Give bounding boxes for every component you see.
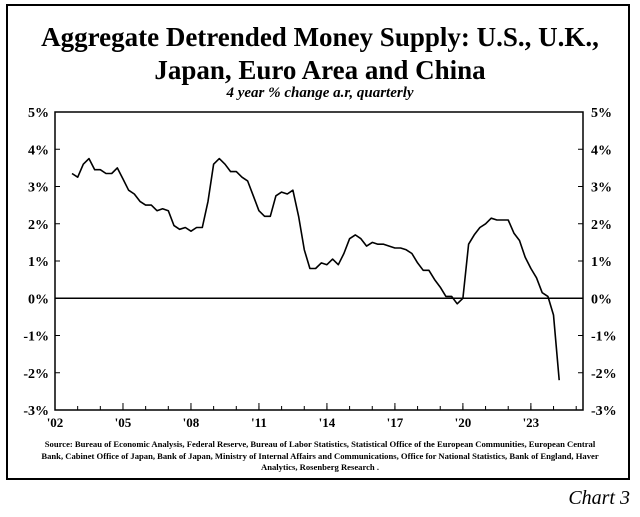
y-tick-label-right: 0% bbox=[591, 292, 612, 307]
y-tick-label-left: 3% bbox=[28, 181, 49, 196]
y-tick-label-left: 1% bbox=[28, 255, 49, 270]
series-line bbox=[71, 157, 560, 381]
y-tick-label-left: 2% bbox=[28, 218, 49, 233]
chart-subtitle: 4 year % change a.r, quarterly bbox=[226, 85, 414, 101]
y-tick-label-right: 2% bbox=[591, 218, 612, 233]
chart-title: Aggregate Detrended Money Supply: U.S., … bbox=[41, 22, 599, 52]
x-tick-label: '20 bbox=[455, 415, 472, 430]
x-tick-label: '17 bbox=[387, 415, 404, 430]
y-tick-label-left: 4% bbox=[28, 143, 49, 158]
source-note: Source: Bureau of Economic Analysis, Fed… bbox=[41, 439, 599, 472]
x-tick-label: '02 bbox=[47, 415, 64, 430]
y-tick-label-right: 3% bbox=[591, 181, 612, 196]
y-tick-label-left: 0% bbox=[28, 292, 49, 307]
y-tick-label-left: 5% bbox=[28, 106, 49, 121]
y-tick-label-right: -2% bbox=[591, 367, 617, 382]
x-tick-label: '23 bbox=[523, 415, 540, 430]
y-tick-label-left: -1% bbox=[23, 330, 49, 345]
x-tick-label: '05 bbox=[115, 415, 132, 430]
y-tick-label-right: -1% bbox=[591, 330, 617, 345]
y-tick-label-right: 5% bbox=[591, 106, 612, 121]
y-tick-label-left: -3% bbox=[23, 404, 49, 419]
plot-area-border bbox=[54, 111, 584, 411]
y-tick-label-right: 4% bbox=[591, 143, 612, 158]
chart-title-line-2: Japan, Euro Area and China bbox=[154, 55, 486, 85]
x-tick-label: '08 bbox=[183, 415, 200, 430]
y-tick-label-left: -2% bbox=[23, 367, 49, 382]
y-tick-label-right: -3% bbox=[591, 404, 617, 419]
y-tick-label-right: 1% bbox=[591, 255, 612, 270]
x-tick-label: '14 bbox=[319, 415, 336, 430]
chart-frame bbox=[6, 4, 630, 480]
chart-number-label: Chart 3 bbox=[568, 487, 630, 509]
x-tick-label: '11 bbox=[251, 415, 267, 430]
